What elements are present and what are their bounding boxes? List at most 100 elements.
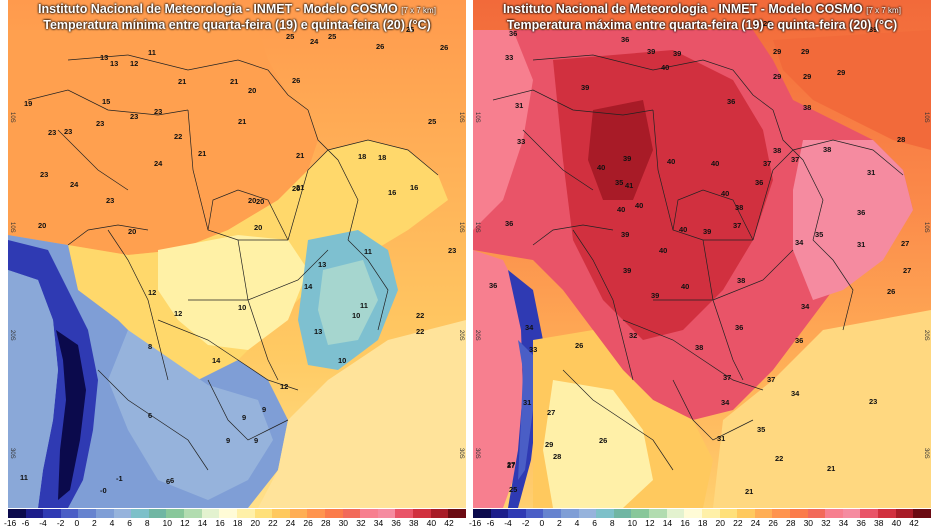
min-temperature-panel: 10S 10S 20S 30S 10S 10S 20S 30S 13 11 13 12… xyxy=(4,0,466,530)
temperature-value-label: 27 xyxy=(547,408,555,417)
max-lat-label: 30S xyxy=(923,448,929,459)
colorbar-tick-label: 14 xyxy=(197,518,208,528)
max-region-pacific xyxy=(473,250,528,508)
temperature-value-label: 38 xyxy=(695,343,703,352)
colorbar-tick-label: 18 xyxy=(232,518,243,528)
colorbar-swatch xyxy=(272,509,290,518)
max-title-line1: Instituto Nacional de Meteorologia - INM… xyxy=(473,2,931,18)
colorbar-swatch xyxy=(508,509,526,518)
colorbar-tick-label: 40 xyxy=(891,518,902,528)
min-lat-label: 20S xyxy=(9,330,15,341)
temperature-value-label: 40 xyxy=(597,163,605,172)
temperature-value-label: 29 xyxy=(773,72,781,81)
colorbar-swatch xyxy=(807,509,826,518)
max-temperature-panel: 10S 10S 20S 30S 10S 10S 20S 30S 36 33 36 39… xyxy=(469,0,931,530)
min-region-pampas xyxy=(108,330,273,500)
temperature-value-label: 36 xyxy=(621,35,629,44)
temperature-value-label: 35 xyxy=(757,425,765,434)
temperature-value-label: 19 xyxy=(24,99,32,108)
temperature-value-label: 35 xyxy=(815,230,823,239)
temperature-value-label: 12 xyxy=(174,309,182,318)
colorbar-tick-label: 2 xyxy=(92,518,97,528)
colorbar-swatch xyxy=(754,509,773,518)
colorbar-tick-label: 38 xyxy=(409,518,419,528)
min-title-line2: Temperatura mínima entre quarta-feira (1… xyxy=(43,18,431,32)
colorbar-tick-label: 8 xyxy=(144,518,150,528)
colorbar-tick-label: 36 xyxy=(856,518,866,528)
colorbar-swatch xyxy=(254,509,273,518)
temperature-value-label: 23 xyxy=(106,196,114,205)
temperature-value-label: 21 xyxy=(296,151,304,160)
colorbar-swatch xyxy=(684,509,702,518)
temperature-value-label: 11 xyxy=(360,301,368,310)
temperature-value-label: 31 xyxy=(717,434,725,443)
temperature-value-label: 39 xyxy=(581,83,589,92)
temperature-value-label: 28 xyxy=(553,452,561,461)
temperature-value-label: 29 xyxy=(837,68,845,77)
colorbar-tick-label: 2 xyxy=(557,518,562,528)
max-region-patagonia xyxy=(543,380,653,508)
colorbar-swatch xyxy=(631,509,650,518)
temperature-value-label: 37 xyxy=(763,159,771,168)
temperature-value-label: 9 xyxy=(254,436,258,445)
colorbar-tick-label: 22 xyxy=(733,518,743,528)
colorbar-swatch xyxy=(666,509,685,518)
temperature-value-label: 24 xyxy=(310,37,319,46)
max-value-labels: 36 33 36 39 29 29 29 39 40 39 29 29 29 39 36 31 38 28 33 38… xyxy=(489,19,911,496)
temperature-value-label: 25 xyxy=(428,117,436,126)
colorbar-tick-label: 6 xyxy=(127,518,132,528)
colorbar-swatch xyxy=(148,509,167,518)
colorbar-swatch xyxy=(395,509,414,518)
temperature-value-label: 36 xyxy=(735,323,743,332)
temperature-value-label: 38 xyxy=(773,146,781,155)
temperature-value-label: 9 xyxy=(262,405,266,414)
temperature-value-label: 18 xyxy=(378,153,386,162)
max-temperature-map: 10S 10S 20S 30S 10S 10S 20S 30S 36 33 36 39… xyxy=(473,0,931,508)
temperature-value-label: 20 xyxy=(292,184,300,193)
colorbar-swatch xyxy=(60,509,79,518)
colorbar-swatch xyxy=(737,509,755,518)
colorbar-swatch xyxy=(324,509,343,518)
min-region-pacific xyxy=(8,270,58,508)
temperature-value-label: 35 xyxy=(615,178,623,187)
temperature-value-label: 9 xyxy=(242,413,246,422)
temperature-value-label: 26 xyxy=(887,287,895,296)
colorbar-swatch xyxy=(448,509,466,518)
max-borders xyxy=(492,54,904,471)
temperature-value-label: 11 xyxy=(148,48,156,57)
colorbar-tick-label: 28 xyxy=(320,518,331,528)
temperature-value-label: 23 xyxy=(40,170,48,179)
colorbar-swatch xyxy=(219,509,237,518)
colorbar-swatch xyxy=(413,509,431,518)
temperature-value-label: 29 xyxy=(803,72,811,81)
temperature-value-label: 21 xyxy=(296,183,304,192)
temperature-value-label: 27 xyxy=(507,460,515,469)
max-map-svg: 10S 10S 20S 30S 10S 10S 20S 30S 36 33 36 39… xyxy=(473,0,931,508)
temperature-value-label: 6 xyxy=(170,476,174,485)
colorbar-swatch xyxy=(236,509,255,518)
temperature-value-label: 31 xyxy=(523,398,531,407)
colorbar-swatch xyxy=(895,509,914,518)
temperature-value-label: 33 xyxy=(505,53,513,62)
temperature-value-label: 36 xyxy=(755,178,763,187)
temperature-value-label: 36 xyxy=(727,97,735,106)
colorbar-tick-label: 10 xyxy=(627,518,637,528)
min-lat-label: 30S xyxy=(458,448,464,459)
temperature-value-label: 12 xyxy=(280,382,288,391)
colorbar-swatch xyxy=(473,509,491,518)
temperature-value-label: 38 xyxy=(737,276,745,285)
temperature-value-label: -1 xyxy=(116,474,123,483)
colorbar-tick-label: 18 xyxy=(697,518,708,528)
max-region-north-atlantic xyxy=(773,30,931,150)
temperature-value-label: 20 xyxy=(256,197,264,206)
colorbar-tick-label: 4 xyxy=(574,518,580,528)
temperature-value-label: 16 xyxy=(388,188,396,197)
colorbar-tick-label: 30 xyxy=(803,518,814,528)
temperature-value-label: 26 xyxy=(292,76,300,85)
temperature-value-label: 34 xyxy=(525,323,534,332)
colorbar-tick-label: 34 xyxy=(838,518,849,528)
colorbar-swatch xyxy=(719,509,738,518)
temperature-value-label: 40 xyxy=(617,205,625,214)
max-title-line2: Temperatura máxima entre quarta-feira (1… xyxy=(506,18,898,32)
temperature-value-label: 21 xyxy=(198,149,206,158)
